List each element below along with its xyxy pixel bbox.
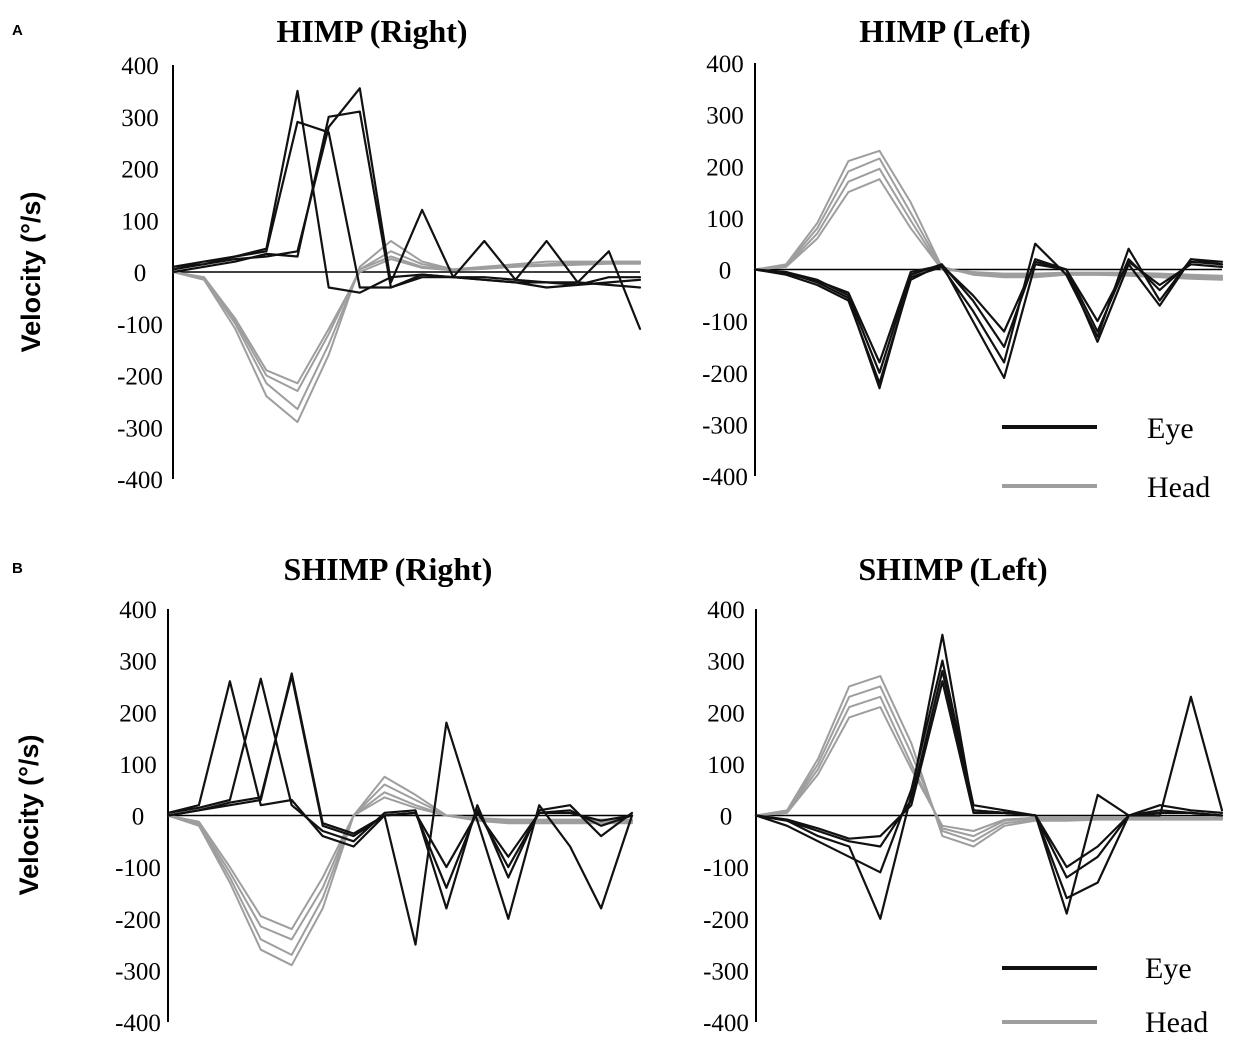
y-tick-label: -200	[115, 907, 161, 934]
y-tick-label: 300	[706, 103, 744, 130]
chart-shimp-right: SHIMP (Right) 400 300 200 100 0 -100 -200 -300 -…	[14, 551, 634, 1037]
y-tick-label: 300	[121, 105, 159, 132]
eye-trace	[171, 87, 642, 330]
head-trace	[754, 178, 1223, 277]
chart-himp-right: HIMP (Right) 400 300 200 100 0 -100 -200 -300 -4…	[16, 13, 642, 494]
legend-label-eye: Eye	[1145, 952, 1192, 985]
y-axis-label: Velocity (°/s)	[14, 735, 44, 896]
eye-trace	[753, 242, 1224, 390]
y-tick-label: -400	[702, 464, 748, 491]
eye-trace	[171, 120, 642, 289]
head-trace	[167, 775, 633, 967]
head-trace	[172, 258, 641, 385]
chart-title: HIMP (Right)	[276, 13, 467, 49]
y-tick-label: 400	[121, 53, 159, 80]
y-tick-label: 300	[119, 649, 157, 676]
y-tick-label: -400	[117, 467, 163, 494]
y-tick-label: 0	[134, 260, 147, 287]
y-tick-label: 100	[706, 206, 744, 233]
y-tick-label: -200	[117, 364, 163, 391]
chart-title: SHIMP (Right)	[284, 551, 493, 587]
legend-label-head: Head	[1147, 471, 1210, 504]
eye-trace	[754, 669, 1224, 879]
y-tick-label: 400	[119, 597, 157, 624]
chart-himp-left: HIMP (Left) 400 300 200 100 0 -100 -200 -300 -40…	[702, 13, 1224, 491]
y-tick-label: -200	[703, 907, 749, 934]
y-tick-label: 300	[707, 649, 745, 676]
eye-trace	[166, 672, 634, 869]
y-tick-label: -400	[115, 1010, 161, 1037]
y-tick-label: 200	[707, 700, 745, 727]
y-tick-label: 0	[132, 804, 145, 831]
legend: Eye Head	[1002, 952, 1208, 1037]
head-trace	[167, 791, 633, 941]
y-tick-label: 100	[121, 208, 159, 235]
y-tick-label: -300	[703, 958, 749, 985]
legend: Eye Head	[1002, 412, 1210, 504]
eye-trace	[166, 677, 634, 910]
y-tick-label: -300	[702, 412, 748, 439]
panel-label-a: A	[12, 22, 23, 39]
y-tick-label: 100	[707, 752, 745, 779]
y-tick-label: 100	[119, 752, 157, 779]
y-tick-label: 400	[706, 51, 744, 78]
chart-shimp-left: SHIMP (Left) 400 300 200 100 0 -100 -200 -300 -4…	[703, 551, 1224, 1037]
head-trace	[755, 706, 1223, 832]
y-tick-label: -400	[703, 1010, 749, 1037]
legend-label-eye: Eye	[1147, 412, 1194, 445]
chart-title: SHIMP (Left)	[858, 551, 1047, 587]
eye-trace	[754, 633, 1224, 920]
y-tick-label: -100	[115, 855, 161, 882]
head-trace	[754, 167, 1223, 279]
y-tick-label: -200	[702, 361, 748, 388]
y-tick-label: 200	[706, 154, 744, 181]
eye-trace	[753, 260, 1224, 364]
y-tick-label: -300	[115, 958, 161, 985]
eye-trace	[753, 258, 1224, 385]
y-tick-label: -100	[703, 855, 749, 882]
eye-trace	[171, 89, 642, 294]
panel-label-b: B	[12, 560, 23, 577]
y-tick-label: 400	[707, 597, 745, 624]
y-tick-label: 0	[720, 804, 733, 831]
chart-title: HIMP (Left)	[859, 13, 1031, 49]
head-trace	[172, 255, 641, 392]
y-tick-label: 200	[121, 157, 159, 184]
y-tick-label: -100	[702, 309, 748, 336]
eye-trace	[754, 659, 1224, 900]
y-tick-label: -100	[117, 312, 163, 339]
y-tick-label: 200	[119, 700, 157, 727]
y-axis-label: Velocity (°/s)	[16, 192, 46, 353]
y-tick-label: 0	[719, 258, 732, 285]
eye-trace	[754, 680, 1224, 869]
y-tick-label: -300	[117, 415, 163, 442]
legend-label-head: Head	[1145, 1006, 1208, 1037]
head-trace	[167, 796, 633, 931]
